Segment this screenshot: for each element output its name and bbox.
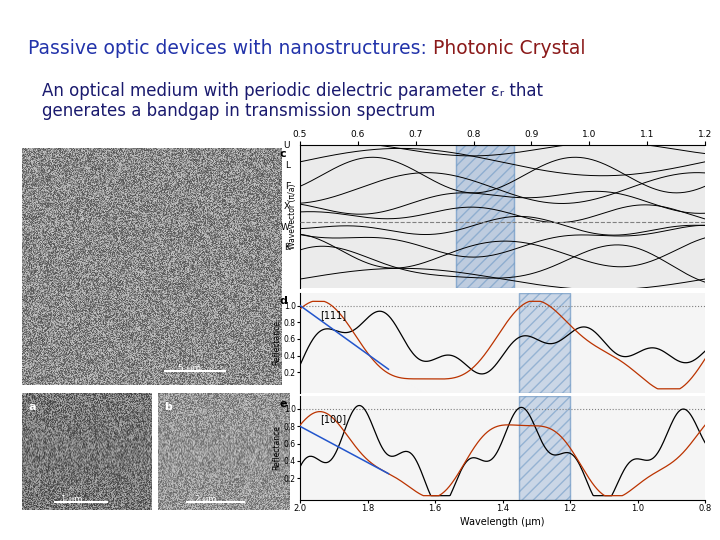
Y-axis label: Reflectance: Reflectance <box>272 426 281 470</box>
Text: An optical medium with periodic dielectric parameter εᵣ that: An optical medium with periodic dielectr… <box>42 82 543 100</box>
Text: b: b <box>165 402 173 413</box>
Bar <box>456 145 514 288</box>
Text: W: W <box>281 223 290 232</box>
Text: d: d <box>280 296 287 306</box>
Bar <box>519 293 570 393</box>
Y-axis label: Wavevector (π/a): Wavevector (π/a) <box>288 184 297 249</box>
Bar <box>519 293 570 393</box>
X-axis label: Wavelength (μm): Wavelength (μm) <box>460 517 545 528</box>
Text: Photonic Crystal: Photonic Crystal <box>433 38 585 57</box>
Y-axis label: Reflectance: Reflectance <box>272 321 281 366</box>
Text: K: K <box>284 244 290 253</box>
Text: X: X <box>284 202 290 211</box>
Text: [100]: [100] <box>320 414 346 424</box>
Text: [111]: [111] <box>320 310 346 320</box>
Text: 2 μm: 2 μm <box>195 495 216 504</box>
Text: Passive optic devices with nanostructures:: Passive optic devices with nanostructure… <box>28 38 433 57</box>
Text: generates a bandgap in transmission spectrum: generates a bandgap in transmission spec… <box>42 102 436 120</box>
Text: 5 μm: 5 μm <box>178 364 201 373</box>
Text: U: U <box>284 140 290 150</box>
Bar <box>456 145 514 288</box>
Text: 1 μm: 1 μm <box>61 495 82 504</box>
Text: c: c <box>280 149 287 159</box>
Text: e: e <box>280 399 287 409</box>
Text: a: a <box>29 402 36 413</box>
Bar <box>519 396 570 500</box>
Bar <box>519 396 570 500</box>
Text: Γ: Γ <box>285 181 290 191</box>
Text: L: L <box>285 161 290 170</box>
